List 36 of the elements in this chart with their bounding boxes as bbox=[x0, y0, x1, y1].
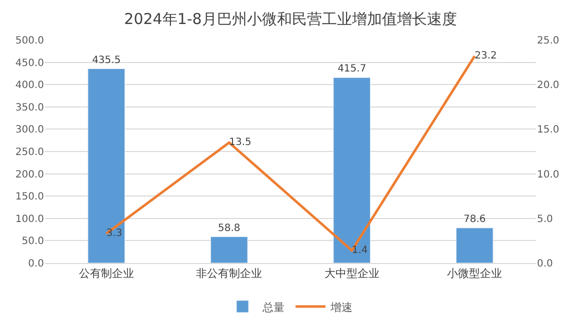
y2-tick-label: 25.0 bbox=[537, 36, 560, 46]
bar bbox=[88, 68, 126, 263]
data-label: 1.4 bbox=[352, 245, 368, 256]
bar bbox=[210, 236, 248, 263]
data-label: 415.7 bbox=[338, 64, 366, 75]
data-label: 23.2 bbox=[474, 50, 497, 62]
y2-tick-label: 15.0 bbox=[537, 124, 560, 136]
y2-tick-label: 0.0 bbox=[537, 258, 553, 270]
y-tick-label: 250.0 bbox=[15, 147, 44, 158]
legend-label: 增速 bbox=[330, 300, 352, 314]
y-tick-label: 300.0 bbox=[15, 124, 44, 136]
y2-tick-label: 20.0 bbox=[537, 80, 560, 92]
x-tick-label: 公有制企业 bbox=[78, 267, 134, 280]
legend-label: 总量 bbox=[262, 300, 284, 314]
y-tick-label: 200.0 bbox=[15, 169, 44, 180]
y-tick-label: 450.0 bbox=[15, 58, 44, 69]
bar bbox=[333, 77, 371, 263]
y2-tick-label: 5.0 bbox=[537, 214, 553, 225]
data-label: 13.5 bbox=[229, 137, 252, 148]
y-tick-label: 400.0 bbox=[15, 80, 44, 92]
y-tick-label: 100.0 bbox=[15, 214, 44, 225]
data-label: 435.5 bbox=[92, 54, 121, 66]
y-tick-label: 350.0 bbox=[15, 102, 44, 114]
y-tick-label: 0.0 bbox=[28, 258, 44, 270]
data-label: 58.8 bbox=[218, 222, 240, 234]
chart-title: 2024年1-8月巴州小微和民营工业增加值增长速度 bbox=[124, 10, 457, 28]
y-tick-label: 150.0 bbox=[15, 192, 44, 203]
y-tick-label: 500.0 bbox=[15, 36, 44, 46]
x-tick-label: 小微型企业 bbox=[447, 267, 502, 280]
x-tick-label: 非公有制企业 bbox=[196, 267, 262, 280]
x-tick-label: 大中型企业 bbox=[324, 267, 380, 280]
data-label: 78.6 bbox=[463, 214, 486, 225]
bar bbox=[456, 228, 494, 263]
data-label: 3.3 bbox=[106, 228, 122, 240]
y2-tick-label: 10.0 bbox=[537, 169, 560, 180]
y-tick-label: 50.0 bbox=[22, 236, 44, 248]
